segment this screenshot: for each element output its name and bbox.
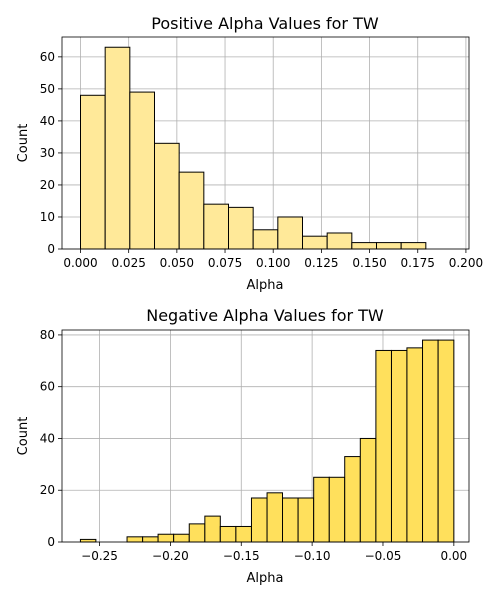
y-tick-label: 60: [40, 380, 55, 394]
x-axis-label: Alpha: [247, 278, 284, 293]
histogram-bar: [129, 91, 155, 250]
histogram-bar: [297, 497, 315, 543]
y-tick-label: 0: [47, 535, 55, 549]
x-tick-label: −0.15: [223, 549, 260, 563]
chart-title: Positive Alpha Values for TW: [151, 14, 379, 33]
y-axis-label: Count: [16, 417, 31, 456]
histogram-bar: [203, 203, 229, 250]
histogram-bar: [351, 242, 378, 250]
histogram-bar: [344, 456, 361, 543]
y-tick-label: 40: [40, 114, 55, 128]
histogram-bar: [235, 525, 252, 543]
plot-frame: [61, 329, 470, 543]
histogram-bar: [219, 525, 237, 543]
y-tick-label: 50: [40, 82, 55, 96]
histogram-bar: [250, 497, 268, 543]
x-tick-label: 0.075: [208, 256, 242, 270]
histogram-bar: [359, 437, 377, 543]
histogram-bar: [313, 476, 330, 543]
histogram-bar: [154, 142, 180, 250]
negative-alpha-panel: Negative Alpha Values for TW −0.25 −0.20 −…: [16, 306, 470, 586]
histogram-bar: [126, 536, 144, 543]
y-tick-label: 0: [47, 242, 55, 256]
histogram-bar: [277, 216, 304, 250]
histogram-bar: [376, 242, 402, 250]
x-tick-label: −0.25: [81, 549, 118, 563]
x-tick-label: 0.175: [401, 256, 435, 270]
histogram-bar: [104, 46, 131, 250]
histogram-bar: [173, 533, 190, 543]
chart-title: Negative Alpha Values for TW: [146, 306, 384, 325]
x-tick-label: 0.050: [160, 256, 194, 270]
histogram-bar: [80, 94, 106, 250]
x-tick-label: 0.150: [352, 256, 386, 270]
histogram-bar: [328, 476, 346, 543]
histogram-bar: [326, 232, 353, 250]
x-tick-label: −0.05: [365, 549, 402, 563]
x-tick-label: 0.000: [63, 256, 97, 270]
x-tick-label: 0.100: [256, 256, 290, 270]
histogram-bar: [178, 171, 205, 250]
histogram-bar: [400, 242, 427, 250]
histogram-bar: [375, 349, 392, 543]
histogram-bar: [266, 492, 284, 543]
histogram-bar: [252, 229, 279, 250]
histogram-bar: [142, 536, 159, 543]
x-tick-label: −0.20: [152, 549, 189, 563]
histogram-bar: [390, 349, 408, 543]
plot-frame: [61, 36, 470, 250]
positive-alpha-panel: Positive Alpha Values for TW 0.000 0.025 0…: [16, 14, 483, 293]
x-tick-label: 0.200: [449, 256, 483, 270]
histogram-bar: [204, 515, 221, 543]
x-tick-label: −0.10: [294, 549, 331, 563]
x-tick-label: 0.125: [304, 256, 338, 270]
histogram-bar: [228, 206, 254, 250]
histogram-bar: [422, 339, 439, 543]
y-tick-label: 30: [40, 146, 55, 160]
x-axis-label: Alpha: [247, 571, 284, 586]
y-tick-label: 20: [40, 178, 55, 192]
histogram-bar: [188, 523, 206, 543]
x-tick-label: 0.00: [440, 549, 467, 563]
histogram-bar: [302, 235, 328, 250]
y-tick-label: 80: [40, 328, 55, 342]
y-axis-label: Count: [16, 124, 31, 163]
y-tick-label: 40: [40, 431, 55, 445]
y-tick-label: 20: [40, 483, 55, 497]
histogram-bar: [282, 497, 299, 543]
y-tick-label: 10: [40, 210, 55, 224]
y-tick-label: 60: [40, 50, 55, 64]
histogram-bar: [157, 533, 175, 543]
histogram-bar: [437, 339, 455, 543]
histogram-bar: [406, 347, 424, 543]
x-tick-label: 0.025: [111, 256, 145, 270]
